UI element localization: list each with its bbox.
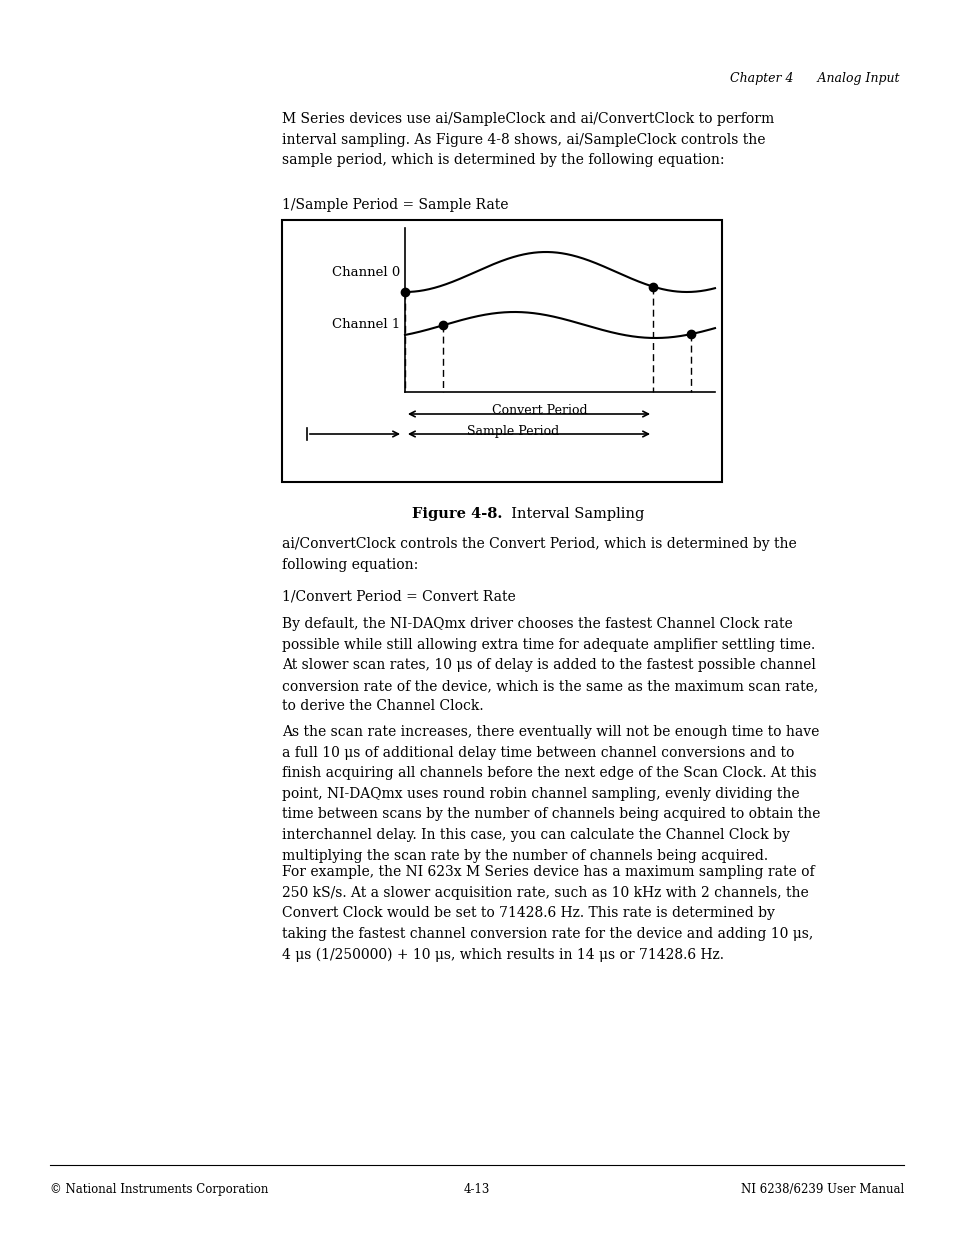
Text: As the scan rate increases, there eventually will not be enough time to have
a f: As the scan rate increases, there eventu… — [282, 725, 820, 862]
Text: 1/Convert Period = Convert Rate: 1/Convert Period = Convert Rate — [282, 589, 516, 603]
Text: For example, the NI 623x M Series device has a maximum sampling rate of
250 kS/s: For example, the NI 623x M Series device… — [282, 864, 814, 962]
Text: Convert Period: Convert Period — [492, 405, 587, 417]
Text: By default, the NI-DAQmx driver chooses the fastest Channel Clock rate
possible : By default, the NI-DAQmx driver chooses … — [282, 618, 818, 714]
Text: 1/Sample Period = Sample Rate: 1/Sample Period = Sample Rate — [282, 198, 508, 212]
Text: 4-13: 4-13 — [463, 1183, 490, 1195]
Text: NI 6238/6239 User Manual: NI 6238/6239 User Manual — [740, 1183, 903, 1195]
Text: Interval Sampling: Interval Sampling — [501, 508, 643, 521]
Text: M Series devices use ai/SampleClock and ai/ConvertClock to perform
interval samp: M Series devices use ai/SampleClock and … — [282, 112, 774, 167]
Text: ai/ConvertClock controls the Convert Period, which is determined by the
followin: ai/ConvertClock controls the Convert Per… — [282, 537, 796, 572]
Text: Figure 4-8.: Figure 4-8. — [411, 508, 501, 521]
Text: Chapter 4      Analog Input: Chapter 4 Analog Input — [730, 72, 899, 85]
Text: © National Instruments Corporation: © National Instruments Corporation — [50, 1183, 268, 1195]
Text: Channel 1: Channel 1 — [332, 319, 399, 331]
Bar — [282, 220, 721, 482]
Text: Channel 0: Channel 0 — [332, 266, 399, 279]
Text: Sample Period: Sample Period — [467, 425, 558, 437]
